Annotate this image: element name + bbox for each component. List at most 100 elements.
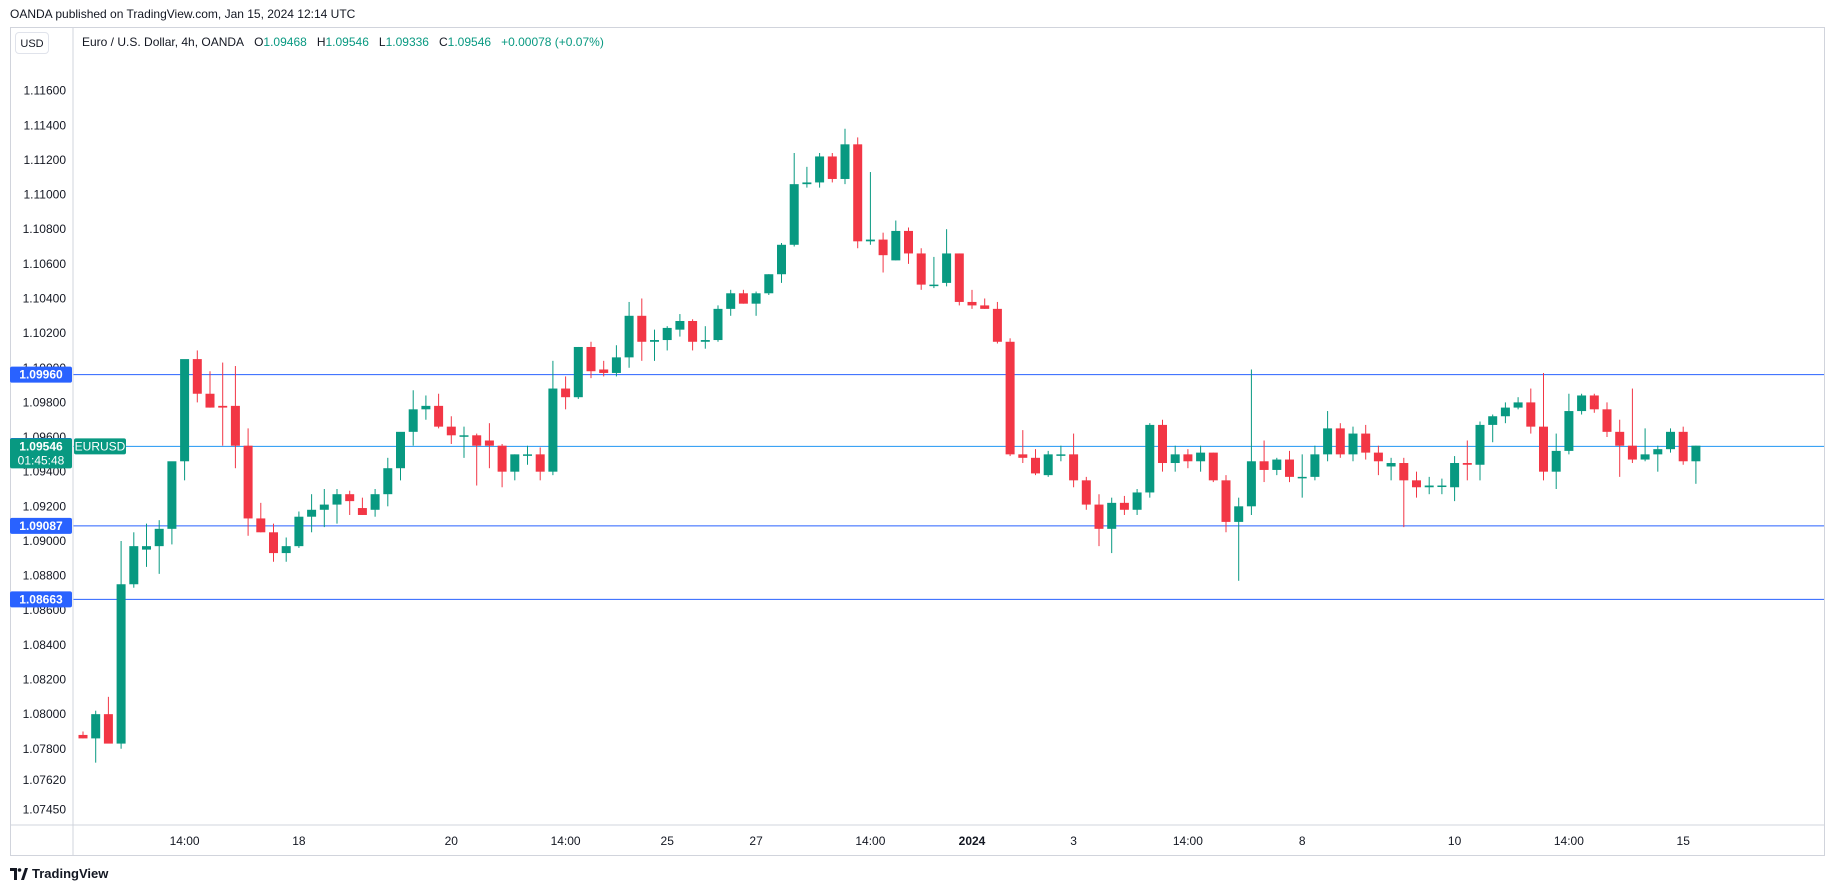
- candle-body: [954, 253, 964, 302]
- level-price-label: 1.09087: [19, 519, 63, 533]
- open-value: 1.09468: [263, 35, 307, 49]
- x-tick-label: 8: [1299, 834, 1306, 848]
- candle-body: [1094, 504, 1104, 529]
- y-tick-label: 1.11000: [24, 188, 67, 202]
- candle-body: [230, 405, 240, 446]
- candle-body: [1183, 454, 1193, 462]
- tradingview-logo[interactable]: TradingView: [10, 866, 108, 881]
- candle-body: [1285, 459, 1294, 477]
- candle-body: [1323, 428, 1333, 455]
- candle-body: [1056, 454, 1066, 456]
- candle-body: [942, 253, 952, 283]
- tradingview-brand: TradingView: [32, 866, 109, 881]
- candle-body: [180, 359, 190, 462]
- candle-body: [548, 388, 558, 472]
- candle-body: [573, 346, 583, 398]
- candle-body: [345, 494, 355, 502]
- candle-body: [78, 734, 88, 739]
- candle-body: [1653, 449, 1663, 455]
- x-tick-label: 14:00: [1173, 834, 1203, 848]
- level-price-tag: [10, 591, 72, 608]
- candle-body: [269, 532, 278, 554]
- candle-body: [1551, 450, 1561, 472]
- candle-body: [1069, 454, 1079, 481]
- candle-body: [815, 156, 825, 183]
- candle-body: [586, 346, 596, 372]
- candle-body: [904, 230, 913, 254]
- candle-body: [535, 454, 545, 472]
- candle-body: [764, 274, 774, 294]
- price-labels-layer: 1.099601.090871.086631.095481.0954601:45…: [10, 366, 126, 608]
- candle-body: [103, 714, 113, 744]
- candle-body: [1158, 424, 1167, 464]
- level-price-label: 1.09960: [19, 368, 63, 382]
- candle-body: [561, 388, 571, 398]
- y-tick-label: 1.09800: [23, 395, 67, 409]
- candle-body: [243, 445, 253, 519]
- x-tick-label: 2024: [959, 834, 986, 848]
- candle-body: [1500, 407, 1510, 417]
- candle-body: [1640, 454, 1650, 460]
- candle-body: [523, 454, 532, 456]
- candle-body: [992, 308, 1002, 342]
- candle-body: [967, 301, 977, 306]
- low-label: L: [378, 35, 386, 49]
- candle-body: [675, 320, 685, 330]
- candle-body: [777, 244, 786, 275]
- candle-body: [1564, 411, 1574, 451]
- candle-body: [980, 305, 990, 309]
- candle-body: [802, 182, 812, 185]
- y-tick-label: 1.10400: [23, 291, 67, 305]
- ohlc-legend: Euro / U.S. Dollar, 4h, OANDA O1.09468 H…: [82, 35, 604, 49]
- candle-body: [1412, 480, 1421, 488]
- currency-button[interactable]: USD: [15, 32, 49, 54]
- change-value: +0.00078 (+0.07%): [501, 35, 604, 49]
- candle-body: [789, 184, 799, 245]
- x-tick-label: 27: [749, 834, 763, 848]
- candle-body: [1475, 424, 1485, 465]
- candle-body: [408, 409, 418, 432]
- y-tick-label: 1.07620: [23, 773, 67, 787]
- candle-body: [1361, 433, 1371, 453]
- y-tick-label: 1.07450: [23, 802, 67, 816]
- candle-body: [497, 445, 507, 472]
- level-price-tag: [10, 517, 72, 534]
- candle-body: [472, 435, 482, 446]
- symbol-tag-label: EURUSD: [75, 439, 126, 453]
- candle-body: [726, 293, 736, 309]
- candle-body: [688, 320, 698, 342]
- candle-body: [1373, 452, 1383, 462]
- candle-body: [878, 239, 888, 256]
- candle-body: [332, 494, 342, 505]
- candle-body: [307, 509, 317, 517]
- candle-body: [1107, 502, 1117, 529]
- candle-body: [713, 308, 723, 341]
- candle-body: [1602, 409, 1612, 432]
- y-tick-label: 1.11600: [24, 84, 67, 98]
- candle-body: [865, 239, 875, 242]
- y-tick-label: 1.09000: [23, 534, 67, 548]
- candle-body: [1589, 395, 1599, 410]
- x-tick-label: 20: [445, 834, 459, 848]
- candle-body: [129, 546, 139, 585]
- low-value: 1.09336: [385, 35, 429, 49]
- axes-layer: 1.11600 1.11400 1.11200 1.11000 1.10800 1.106…: [10, 28, 1825, 855]
- candle-body: [599, 369, 609, 373]
- candle-body: [370, 494, 380, 510]
- candle-body: [840, 144, 850, 179]
- candle-body: [738, 293, 748, 304]
- candle-body: [1208, 452, 1218, 481]
- high-label: H: [316, 35, 326, 49]
- candle-body: [751, 293, 761, 304]
- candle-body: [611, 357, 621, 373]
- candle-body: [662, 327, 672, 341]
- candle-body: [116, 584, 126, 744]
- candle-body: [1170, 454, 1180, 464]
- candle-body: [1488, 416, 1498, 425]
- x-tick-label: 25: [661, 834, 675, 848]
- candle-body: [434, 405, 444, 427]
- candle-body: [205, 393, 215, 408]
- candle-body: [891, 230, 901, 261]
- candle-body: [624, 315, 634, 358]
